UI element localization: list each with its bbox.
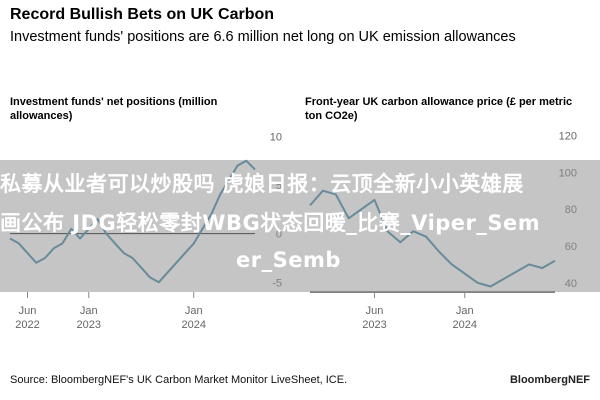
overlay-text-line-2: 画公布 JDG轻松零封WBG状态回暖_比赛_Viper_Sem <box>0 211 541 235</box>
net-positions-x-tick-label: Jan 2023 <box>77 305 101 331</box>
right-panel-title: Front-year UK carbon allowance price (£ … <box>305 96 573 122</box>
carbon-price-x-tick-label: Jan 2024 <box>452 305 476 331</box>
net-positions-x-tick-label: Jun 2022 <box>15 305 39 331</box>
overlay-text-line-1: 私募从业者可以炒股吗 虎娘日报：云顶全新小小英雄展 <box>0 172 524 196</box>
chart-title: Record Bullish Bets on UK Carbon <box>10 6 275 23</box>
carbon-price-y-tick-label: 120 <box>559 130 577 142</box>
source-note: Source: BloombergNEF's UK Carbon Market … <box>10 374 348 386</box>
net-positions-y-tick-label: 10 <box>270 131 282 143</box>
chart-subtitle: Investment funds' positions are 6.6 mill… <box>10 29 516 45</box>
watermark-overlay <box>0 160 600 292</box>
brand-logo: BloombergNEF <box>509 374 590 386</box>
overlay-text-line-3: er_Semb <box>236 248 341 272</box>
left-panel-title: Investment funds' net positions (million… <box>10 96 218 122</box>
carbon-price-x-tick-label: Jun 2023 <box>362 305 386 331</box>
net-positions-x-tick-label: Jan 2024 <box>182 305 206 331</box>
